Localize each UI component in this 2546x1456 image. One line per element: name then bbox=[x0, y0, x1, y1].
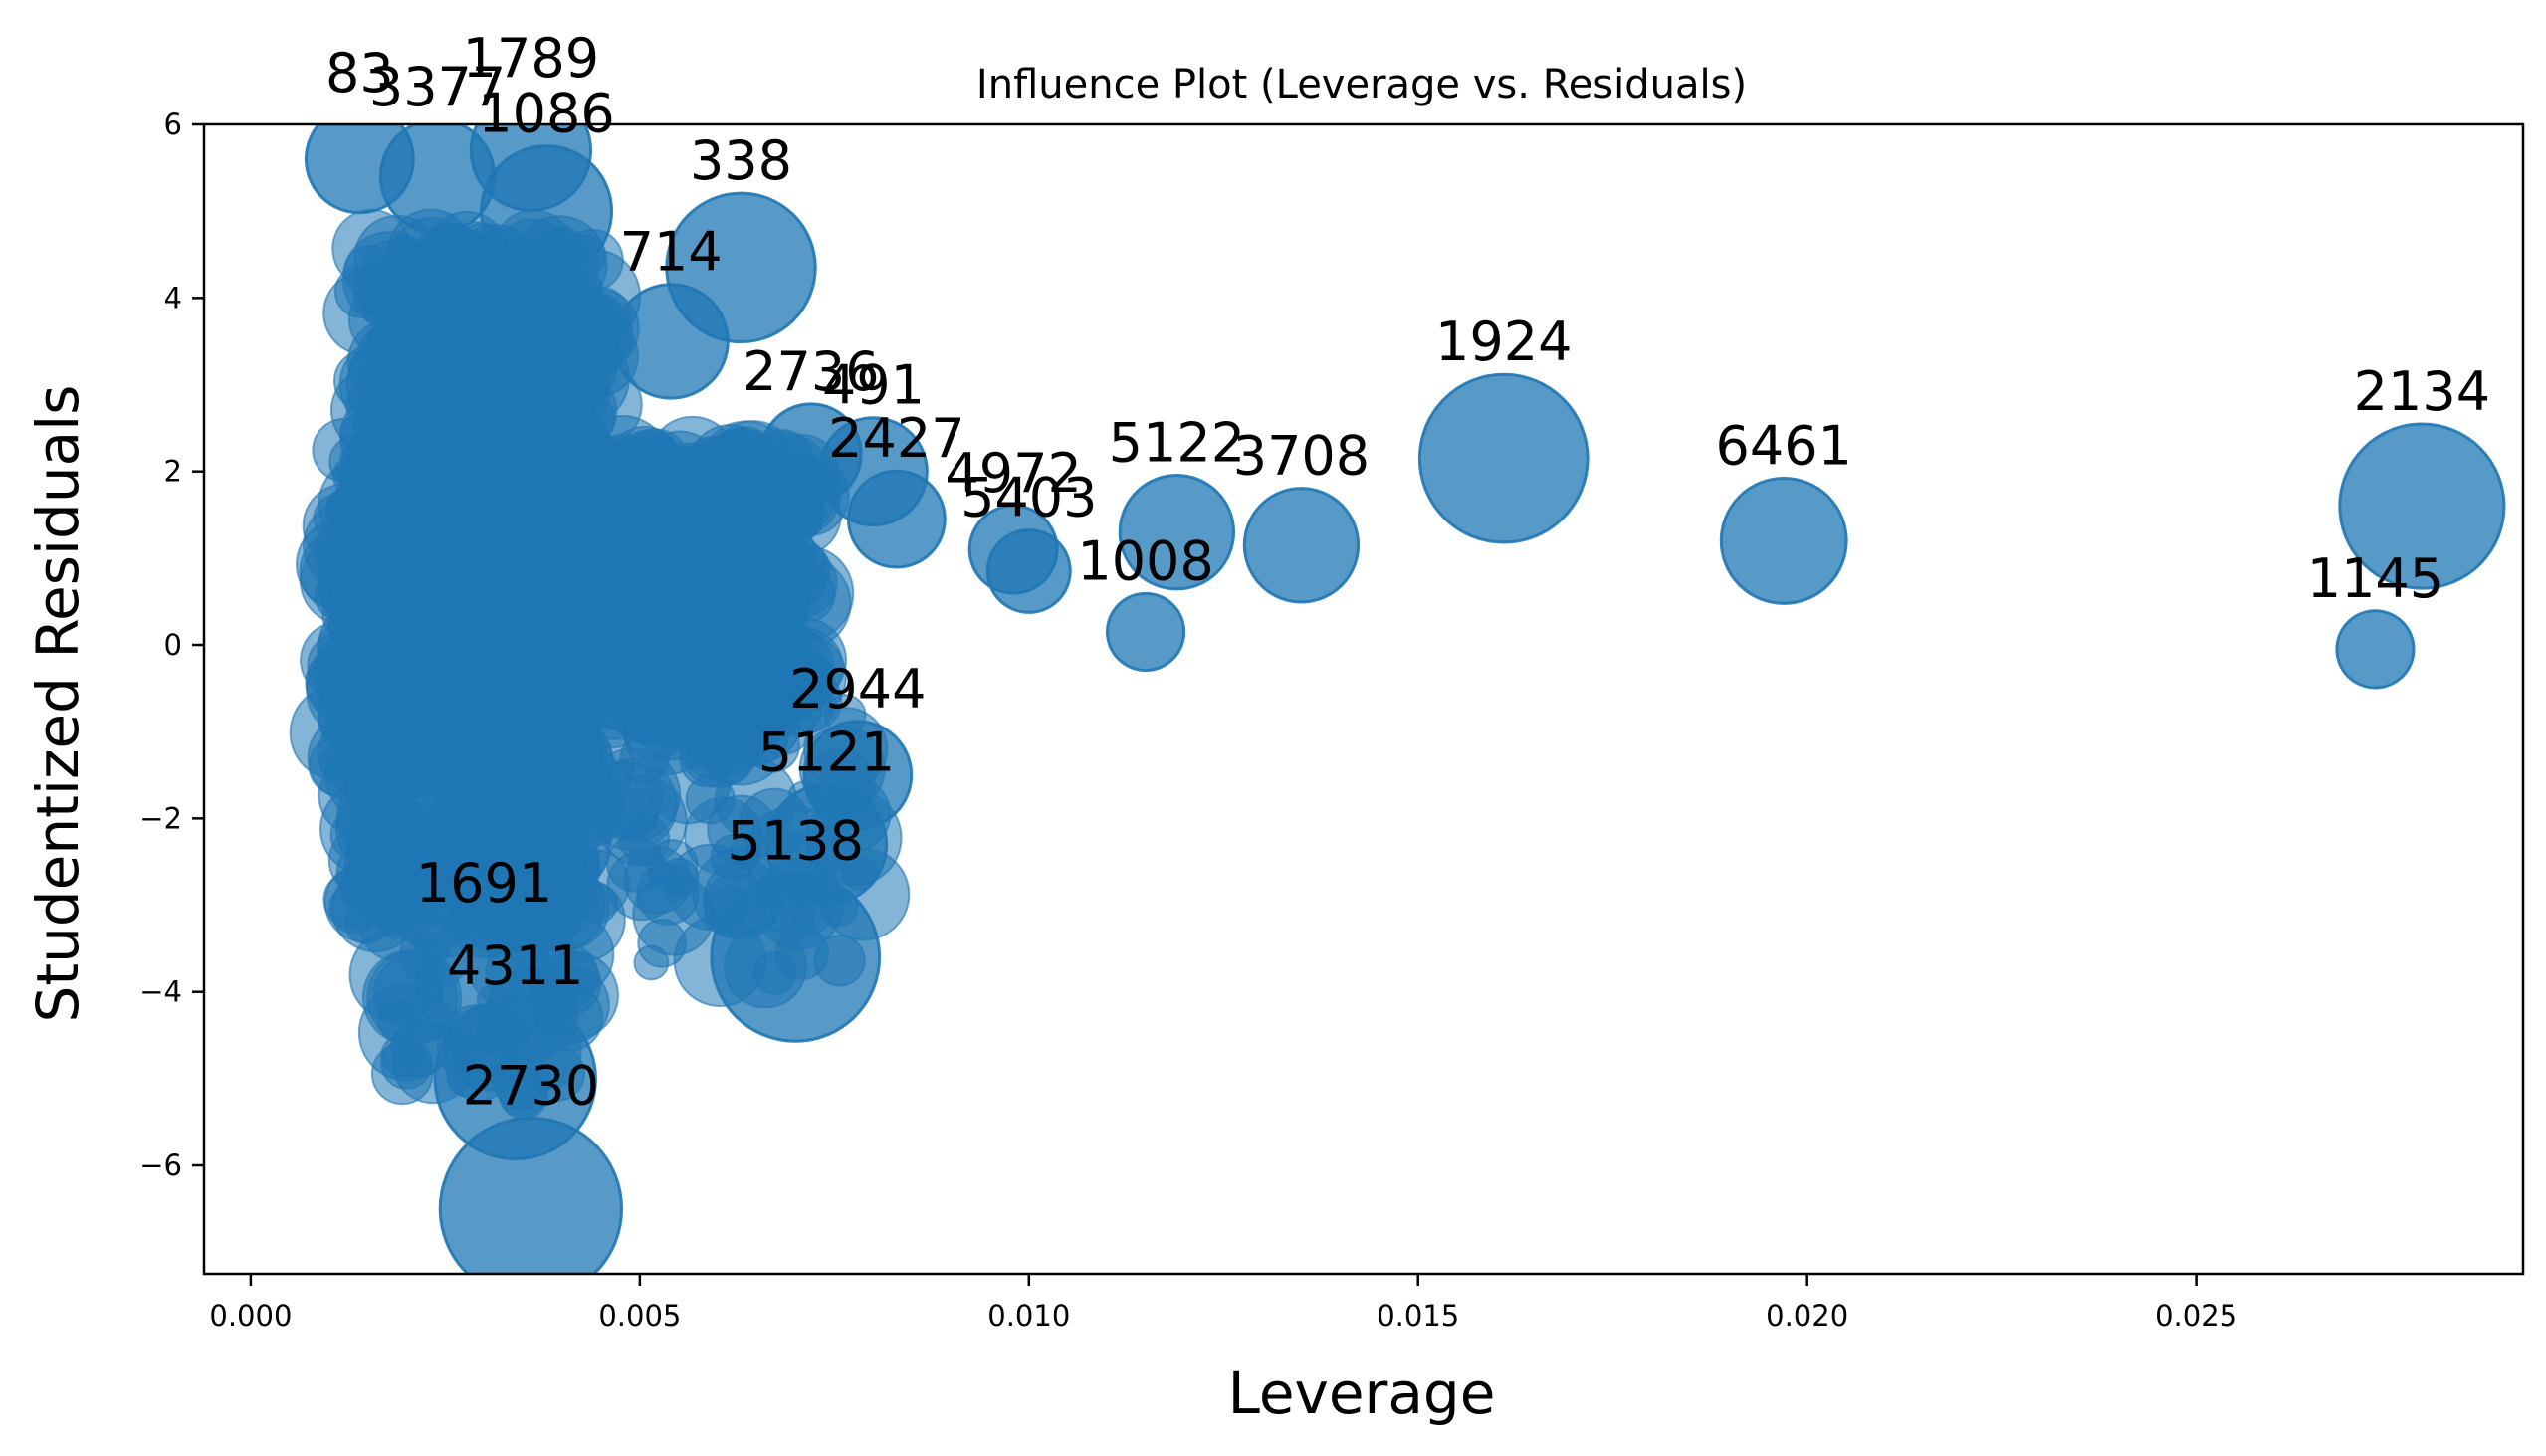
point-label-4311: 4311 bbox=[447, 935, 583, 997]
point-label-338: 338 bbox=[690, 129, 792, 192]
points-layer bbox=[304, 124, 2506, 1274]
point-label-5122: 5122 bbox=[1109, 412, 1245, 475]
x-tick-label: 0.025 bbox=[2155, 1299, 2237, 1333]
point-1086 bbox=[479, 144, 614, 279]
point-label-491: 491 bbox=[822, 354, 925, 417]
axes: 0.000 0.005 0.010 0.015 0.020 0.025 −6 −4 −2 0 2 4 6 bbox=[139, 107, 2525, 1333]
dense-point-cloud bbox=[289, 208, 911, 1121]
y-axis-title: Studentized Residuals bbox=[24, 385, 92, 1023]
x-tick-label: 0.020 bbox=[1766, 1299, 1848, 1333]
x-tick-label: 0.005 bbox=[598, 1299, 681, 1333]
point-label-3377: 3377 bbox=[369, 56, 506, 118]
point-label-5403: 5403 bbox=[960, 466, 1097, 528]
point-label-83: 83 bbox=[325, 42, 394, 104]
point-label-2730: 2730 bbox=[463, 1054, 599, 1117]
point-label-1789: 1789 bbox=[463, 27, 599, 90]
point-label-2134: 2134 bbox=[2354, 360, 2490, 423]
point-1924 bbox=[1417, 372, 1590, 544]
point-1145 bbox=[2335, 609, 2416, 690]
point-label-5121: 5121 bbox=[758, 721, 895, 783]
y-tick-label: 4 bbox=[164, 281, 182, 314]
point-label-5138: 5138 bbox=[728, 809, 864, 872]
y-tick-label: −4 bbox=[139, 975, 182, 1009]
point-label-6461: 6461 bbox=[1715, 414, 1851, 477]
x-tick-label: 0.000 bbox=[209, 1299, 292, 1333]
point-2134 bbox=[2338, 422, 2506, 590]
point-label-4972: 4972 bbox=[945, 442, 1081, 505]
point-2427 bbox=[846, 469, 947, 569]
point-5122 bbox=[1118, 474, 1236, 591]
point-label-1924: 1924 bbox=[1435, 311, 1572, 373]
point-5403 bbox=[985, 527, 1072, 614]
point-label-2427: 2427 bbox=[828, 407, 964, 470]
chart-title: Influence Plot (Leverage vs. Residuals) bbox=[976, 62, 1747, 107]
point-label-714: 714 bbox=[620, 221, 723, 284]
point-label-1008: 1008 bbox=[1077, 529, 1213, 592]
x-tick-label: 0.015 bbox=[1377, 1299, 1459, 1333]
x-tick-label: 0.010 bbox=[987, 1299, 1070, 1333]
point-label-2944: 2944 bbox=[789, 658, 926, 721]
point-label-1145: 1145 bbox=[2307, 547, 2443, 610]
y-tick-label: 2 bbox=[164, 455, 182, 489]
point-6461 bbox=[1719, 476, 1848, 605]
point-label-2736: 2736 bbox=[743, 340, 879, 403]
x-axis-title: Leverage bbox=[1228, 1359, 1496, 1427]
point-1008 bbox=[1105, 591, 1186, 673]
y-tick-label: −2 bbox=[139, 801, 182, 835]
point-5138 bbox=[710, 871, 882, 1043]
point-3708 bbox=[1242, 487, 1361, 604]
point-714 bbox=[612, 283, 730, 400]
plot-frame bbox=[202, 122, 2525, 1276]
point-2730 bbox=[438, 1116, 624, 1274]
y-tick-label: 0 bbox=[164, 628, 182, 662]
point-label-1086: 1086 bbox=[478, 83, 614, 145]
point-label-3708: 3708 bbox=[1233, 425, 1370, 488]
point-labels-layer: 8333771789108633871427364912427497254035… bbox=[325, 27, 2490, 1117]
y-tick-label: 6 bbox=[164, 107, 182, 141]
point-label-1691: 1691 bbox=[416, 852, 552, 915]
y-tick-label: −6 bbox=[139, 1148, 182, 1182]
